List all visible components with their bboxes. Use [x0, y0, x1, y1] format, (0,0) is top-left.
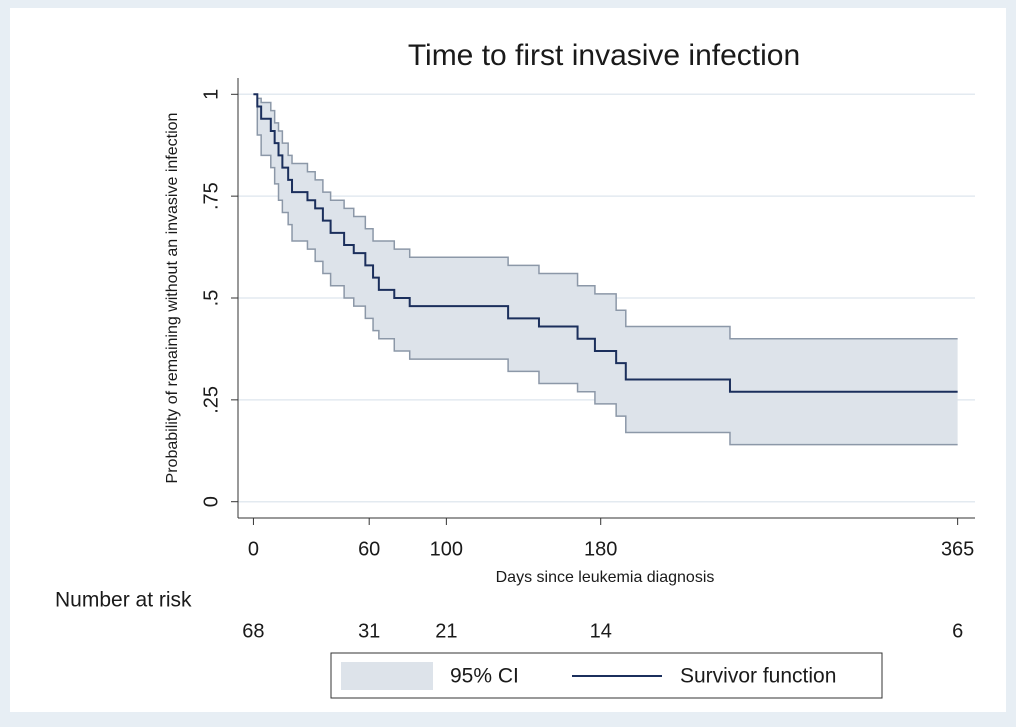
y-tick-label: 1	[200, 89, 222, 100]
legend-swatch	[341, 662, 433, 690]
chart-title: Time to first invasive infection	[408, 39, 800, 72]
ci-upper-line	[253, 93, 958, 340]
x-tick-label: 60	[358, 538, 380, 560]
risk-count: 6	[952, 620, 963, 642]
y-tick-label: .25	[200, 386, 222, 414]
x-axis-label: Days since leukemia diagnosis	[496, 569, 715, 586]
survivor-line	[253, 93, 958, 393]
y-tick-label: .75	[200, 182, 222, 210]
legend-label: Survivor function	[680, 665, 836, 688]
risk-table-label: Number at risk	[55, 589, 192, 612]
risk-count: 31	[358, 620, 380, 642]
y-axis-label: Probability of remaining without an inva…	[164, 113, 181, 484]
x-tick-label: 100	[430, 538, 463, 560]
risk-count: 14	[590, 620, 612, 642]
risk-count: 68	[242, 620, 264, 642]
ci-lower-line	[253, 93, 958, 446]
x-tick-label: 0	[248, 538, 259, 560]
y-tick-label: 0	[200, 496, 222, 507]
risk-count: 21	[435, 620, 457, 642]
ci-band	[253, 94, 958, 445]
x-tick-label: 365	[941, 538, 974, 560]
y-tick-label: .5	[200, 290, 222, 307]
x-tick-label: 180	[584, 538, 617, 560]
legend-label: 95% CI	[450, 665, 519, 688]
